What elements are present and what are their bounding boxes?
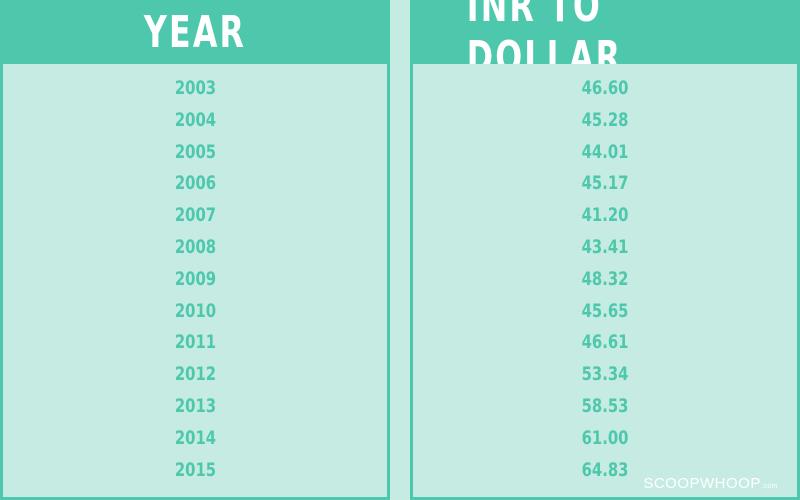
- year-cell: 2012: [3, 358, 387, 390]
- rate-cell: 46.61: [413, 326, 797, 358]
- rate-cell-text: 61.00: [581, 426, 629, 449]
- rate-cell-text: 46.61: [581, 331, 629, 354]
- rate-cell-text: 64.83: [581, 458, 629, 481]
- year-column-panel: YEAR 2003 2004 2005 2006 2007 2008 2009 2010 201…: [0, 0, 390, 500]
- year-cell: 2010: [3, 295, 387, 327]
- rate-cell: 45.17: [413, 167, 797, 199]
- year-cell-text: 2012: [174, 363, 216, 386]
- year-cell: 2003: [3, 72, 387, 104]
- year-cell: 2009: [3, 263, 387, 295]
- year-column-header-bar: YEAR: [3, 0, 387, 64]
- year-cell-text: 2008: [174, 236, 216, 258]
- rate-column-header: INR TO DOLLAR: [466, 0, 744, 64]
- year-cell: 2004: [3, 104, 387, 136]
- year-cell-text: 2011: [174, 331, 216, 354]
- rate-column-header-bar: INR TO DOLLAR: [413, 0, 797, 64]
- year-cell: 2008: [3, 231, 387, 263]
- year-cell-text: 2013: [174, 395, 216, 417]
- rate-cell: 64.83: [413, 454, 797, 486]
- rate-cell-text: 45.28: [581, 108, 629, 131]
- rate-cell-text: 41.20: [581, 204, 629, 227]
- year-cell: 2013: [3, 390, 387, 422]
- rate-cell: 43.41: [413, 231, 797, 263]
- rate-cell-text: 45.17: [581, 172, 629, 195]
- rate-cell: 45.65: [413, 295, 797, 327]
- year-cell-text: 2006: [174, 172, 216, 195]
- rate-cell-text: 46.60: [581, 77, 629, 99]
- year-cell-text: 2003: [174, 77, 216, 99]
- rate-cell-text: 44.01: [581, 140, 629, 163]
- brand-suffix: .com: [760, 483, 778, 490]
- rate-cell: 46.60: [413, 72, 797, 104]
- rate-cell-text: 53.34: [581, 363, 629, 386]
- year-cell-text: 2015: [174, 458, 216, 481]
- year-cell: 2006: [3, 167, 387, 199]
- rate-cell: 45.28: [413, 104, 797, 136]
- rate-cell-text: 58.53: [581, 395, 629, 417]
- year-cell-text: 2014: [174, 426, 216, 449]
- year-cell-text: 2004: [174, 108, 216, 131]
- rate-cell: 44.01: [413, 136, 797, 168]
- rate-cell: 48.32: [413, 263, 797, 295]
- brand-watermark: SCOOPWHOOP.com: [643, 475, 778, 492]
- year-cell: 2011: [3, 326, 387, 358]
- year-cell-text: 2005: [174, 140, 216, 163]
- year-cell-text: 2007: [174, 204, 216, 227]
- year-cell: 2015: [3, 454, 387, 486]
- year-cell: 2007: [3, 199, 387, 231]
- year-cell: 2005: [3, 136, 387, 168]
- year-cell-text: 2010: [174, 299, 216, 322]
- rate-cell-text: 48.32: [581, 267, 629, 290]
- rate-cell: 53.34: [413, 358, 797, 390]
- year-column-header: YEAR: [56, 0, 334, 64]
- year-cell-text: 2009: [174, 267, 216, 290]
- rate-column-panel: INR TO DOLLAR 46.60 45.28 44.01 45.17 41.20 4…: [410, 0, 800, 500]
- rate-cell-text: 45.65: [581, 299, 629, 322]
- column-gap: [390, 0, 410, 500]
- rate-cell: 58.53: [413, 390, 797, 422]
- brand-name: SCOOPWHOOP: [643, 475, 761, 492]
- year-cell: 2014: [3, 422, 387, 454]
- rate-cell: 41.20: [413, 199, 797, 231]
- rate-cell: 61.00: [413, 422, 797, 454]
- rate-cell-text: 43.41: [581, 236, 629, 258]
